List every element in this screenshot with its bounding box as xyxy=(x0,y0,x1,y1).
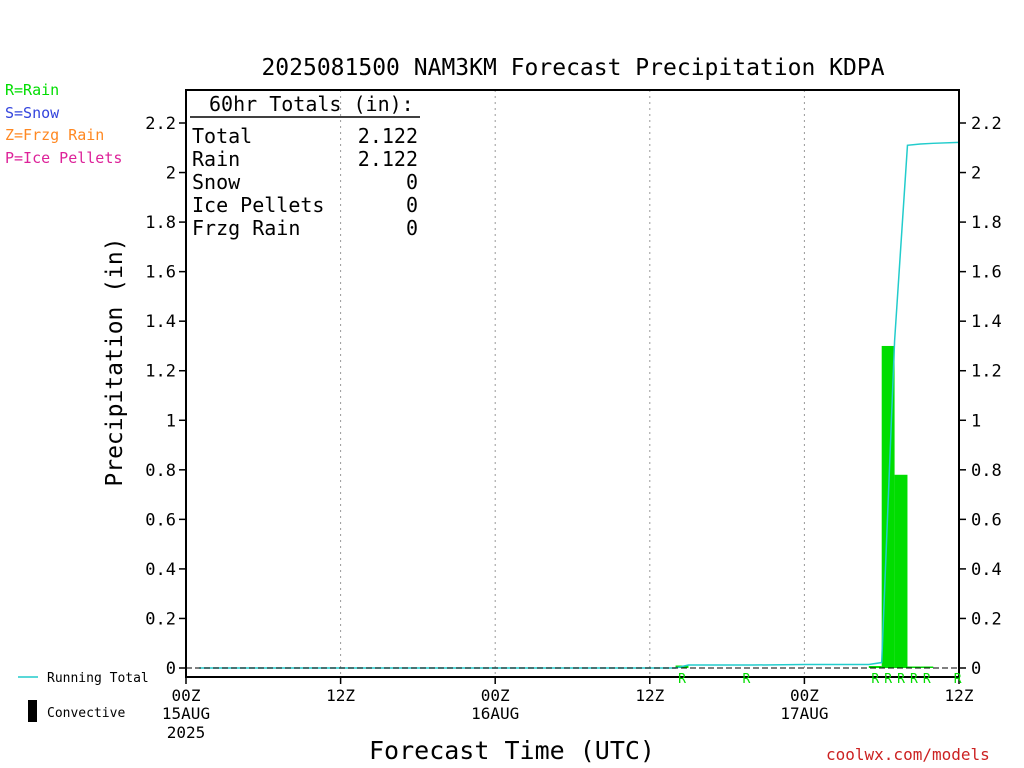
y-tick-label-left: 0.6 xyxy=(145,510,176,530)
y-tick-label-left: 0.4 xyxy=(145,560,176,580)
y-tick-label-right: 1.8 xyxy=(971,213,1002,233)
axes xyxy=(185,89,960,678)
y-tick-label-right: 1.2 xyxy=(971,362,1002,382)
y-tick-label-left: 1 xyxy=(166,411,176,431)
x-tick-label: 00Z xyxy=(172,686,201,705)
y-tick-label-right: 0.2 xyxy=(971,609,1002,629)
totals-row-label: Total xyxy=(192,124,252,148)
y-tick-label-right: 2 xyxy=(971,164,981,184)
series-legend: Running Total Convective xyxy=(18,671,149,722)
x-tick-year: 2025 xyxy=(167,723,206,742)
precip-type-marker: R xyxy=(871,672,879,687)
y-tick-label-left: 1.4 xyxy=(145,312,176,332)
totals-row-value: 2.122 xyxy=(358,147,418,171)
x-tick-date: 16AUG xyxy=(471,704,519,723)
precip-type-marker: R xyxy=(923,672,931,687)
x-axis-label: Forecast Time (UTC) xyxy=(369,736,655,765)
totals-row-label: Snow xyxy=(192,170,241,194)
y-axis-label: Precipitation (in) xyxy=(102,237,128,486)
totals-row-value: 0 xyxy=(406,170,418,194)
precip-bar xyxy=(894,474,908,668)
precip-type-marker: R xyxy=(678,672,686,687)
totals-box: 60hr Totals (in): Total 2.122 Rain 2.122 Snow… xyxy=(190,92,420,240)
y-tick-label-left: 0 xyxy=(166,659,176,679)
y-tick-label-right: 1.4 xyxy=(971,312,1002,332)
y-tick-label-right: 1 xyxy=(971,411,981,431)
x-tick-date: 17AUG xyxy=(780,704,828,723)
y-ticks: 0 00.2 0.20.4 0.40.6 0.60.8 0.81 11.2 1.21.4 1.4… xyxy=(145,114,1001,679)
y-tick-label-left: 1.2 xyxy=(145,362,176,382)
credit-text: coolwx.com/models xyxy=(826,745,990,764)
y-tick-label-right: 0.6 xyxy=(971,510,1002,530)
precip-bar xyxy=(907,666,921,668)
x-tick-label: 12Z xyxy=(945,686,974,705)
y-tick-label-left: 1.8 xyxy=(145,213,176,233)
y-tick-label-right: 0.8 xyxy=(971,461,1002,481)
legend-box-swatch xyxy=(28,700,37,722)
totals-row-label: Ice Pellets xyxy=(192,193,324,217)
y-tick-label-right: 0 xyxy=(971,659,981,679)
totals-row-value: 0 xyxy=(406,216,418,240)
y-tick-label-left: 2 xyxy=(166,164,176,184)
precip-type-marker: R xyxy=(954,672,962,687)
y-tick-label-right: 2.2 xyxy=(971,114,1002,134)
precip-type-marker: R xyxy=(910,672,918,687)
precip-type-legend-item: P=Ice Pellets xyxy=(5,148,123,167)
y-tick-label-left: 0.8 xyxy=(145,461,176,481)
running-total-series xyxy=(198,141,960,669)
y-tick-label-right: 1.6 xyxy=(971,263,1002,283)
precip-type-legend-item: R=Rain xyxy=(5,81,60,99)
legend-series-label: Convective xyxy=(47,706,125,721)
totals-header: 60hr Totals (in): xyxy=(209,92,414,116)
precip-type-legend-item: S=Snow xyxy=(5,103,60,122)
precip-type-marker: R xyxy=(897,672,905,687)
gridlines xyxy=(340,90,805,677)
y-tick-label-right: 0.4 xyxy=(971,560,1002,580)
totals-row-value: 2.122 xyxy=(358,124,418,148)
precip-type-legend-item: Z=Frzg Rain xyxy=(5,126,105,144)
y-tick-label-left: 0.2 xyxy=(145,609,176,629)
y-tick-label-left: 1.6 xyxy=(145,263,176,283)
y-tick-label-left: 2.2 xyxy=(145,114,176,134)
chart-title: 2025081500 NAM3KM Forecast Precipitation… xyxy=(261,55,884,81)
precip-bar xyxy=(868,666,882,668)
x-tick-label: 00Z xyxy=(790,686,819,705)
totals-row-value: 0 xyxy=(406,193,418,217)
totals-row-label: Frzg Rain xyxy=(192,216,300,240)
precip-type-marker: R xyxy=(884,672,892,687)
legend-series-label: Running Total xyxy=(47,671,149,686)
plot-frame xyxy=(185,89,960,678)
totals-row-label: Rain xyxy=(192,147,240,171)
x-tick-date: 15AUG xyxy=(162,704,210,723)
running-total-line xyxy=(198,141,960,669)
x-tick-label: 00Z xyxy=(481,686,510,705)
precip-bar xyxy=(920,666,934,668)
x-tick-label: 12Z xyxy=(326,686,355,705)
x-tick-label: 12Z xyxy=(635,686,664,705)
precip-type-marker: R xyxy=(743,672,751,687)
